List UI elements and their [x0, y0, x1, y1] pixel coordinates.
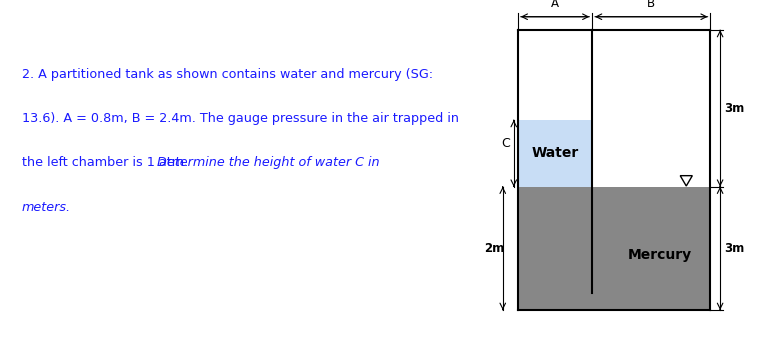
Text: A: A	[551, 0, 559, 10]
Text: the left chamber is 1 atm.: the left chamber is 1 atm.	[22, 156, 192, 169]
Text: 13.6). A = 0.8m, B = 2.4m. The gauge pressure in the air trapped in: 13.6). A = 0.8m, B = 2.4m. The gauge pre…	[22, 112, 459, 125]
Text: 3m: 3m	[724, 102, 744, 115]
Text: 3m: 3m	[724, 242, 744, 255]
Text: Determine the height of water C in: Determine the height of water C in	[157, 156, 379, 169]
Text: C: C	[501, 137, 510, 150]
Text: 2m: 2m	[484, 242, 505, 255]
Bar	[518, 30, 592, 120]
Text: meters.: meters.	[22, 201, 71, 214]
Text: B: B	[647, 0, 656, 10]
Polygon shape	[680, 176, 692, 186]
Text: 2. A partitioned tank as shown contains water and mercury (SG:: 2. A partitioned tank as shown contains …	[22, 68, 432, 81]
Bar	[518, 187, 711, 310]
Bar	[592, 30, 711, 187]
Text: Mercury: Mercury	[628, 248, 691, 262]
Text: Water: Water	[532, 146, 579, 160]
Bar	[518, 120, 592, 187]
